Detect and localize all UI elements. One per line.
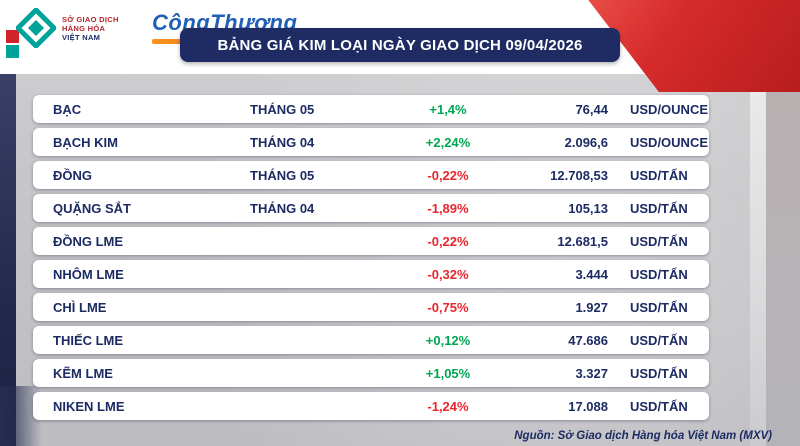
metal-name: ĐỒNG [53,167,92,183]
table-row: THIẾC LME +0,12% 47.686 USD/TẤN [33,326,709,354]
table-row: NHÔM LME -0,32% 3.444 USD/TẤN [33,260,709,288]
mxv-line-1: SỞ GIAO DỊCH [62,14,119,24]
price-value: 12.681,5 [557,233,608,249]
price-unit: USD/TẤN [630,167,688,183]
table-row: ĐỒNG LME -0,22% 12.681,5 USD/TẤN [33,227,709,255]
change-percent: -0,32% [427,266,469,282]
price-unit: USD/TẤN [630,200,688,216]
price-unit: USD/TẤN [630,233,688,249]
table-row: ĐỒNG THÁNG 05 -0,22% 12.708,53 USD/TẤN [33,161,709,189]
contract-month: THÁNG 04 [250,200,315,216]
metal-name: BẠCH KIM [53,134,118,150]
change-percent: +1,05% [425,365,471,381]
metal-name: BẠC [53,101,82,117]
mxv-line-3: VIỆT NAM [62,32,101,42]
contract-month: THÁNG 04 [250,134,315,150]
background-right-strip [750,92,766,446]
change-percent: +0,12% [425,332,471,348]
table-row: CHÌ LME -0,75% 1.927 USD/TẤN [33,293,709,321]
table-row: BẠCH KIM THÁNG 04 +2,24% 2.096,6 USD/OUNCE [33,128,709,156]
price-table: BẠC THÁNG 05 +1,4% 76,44 USD/OUNCE BẠCH KIM TH… [33,95,709,425]
contract-month: THÁNG 05 [250,167,315,183]
price-value: 47.686 [568,332,608,348]
price-unit: USD/OUNCE [630,101,709,117]
price-unit: USD/TẤN [630,365,688,381]
table-row: NIKEN LME -1,24% 17.088 USD/TẤN [33,392,709,420]
mxv-logo-text: SỞ GIAO DỊCH HÀNG HÓA VIỆT NAM [62,15,119,42]
price-unit: USD/OUNCE [630,134,709,150]
table-row: QUẶNG SẮT THÁNG 04 -1,89% 105,13 USD/TẤN [33,194,709,222]
price-unit: USD/TẤN [630,398,688,414]
change-percent: +1,4% [429,101,467,117]
metal-name: NHÔM LME [53,266,124,282]
price-value: 3.444 [575,266,608,282]
teal-accent-square [6,45,19,58]
board-title: BẢNG GIÁ KIM LOẠI NGÀY GIAO DỊCH 09/04/2… [180,28,620,62]
table-row: BẠC THÁNG 05 +1,4% 76,44 USD/OUNCE [33,95,709,123]
change-percent: -0,75% [427,299,469,315]
metal-name: CHÌ LME [53,299,107,315]
mxv-line-2: HÀNG HÓA [62,23,106,33]
red-accent-square [6,30,19,43]
metal-name: NIKEN LME [53,398,125,414]
source-note: Nguồn: Sở Giao dịch Hàng hóa Việt Nam (M… [514,430,772,442]
price-unit: USD/TẤN [630,332,688,348]
change-percent: -1,24% [427,398,469,414]
price-unit: USD/TẤN [630,266,688,282]
mxv-logo: SỞ GIAO DỊCH HÀNG HÓA VIỆT NAM [16,8,119,48]
price-unit: USD/TẤN [630,299,688,315]
metal-name: QUẶNG SẮT [53,200,131,216]
price-value: 12.708,53 [550,167,608,183]
price-value: 3.327 [575,365,608,381]
change-percent: -1,89% [427,200,469,216]
contract-month: THÁNG 05 [250,101,315,117]
board-title-text: BẢNG GIÁ KIM LOẠI NGÀY GIAO DỊCH 09/04/2… [217,36,583,54]
metal-name: THIẾC LME [53,332,124,348]
metal-name: ĐỒNG LME [53,233,124,249]
price-value: 2.096,6 [564,134,608,150]
background-right-shade [766,92,800,446]
table-row: KẼM LME +1,05% 3.327 USD/TẤN [33,359,709,387]
price-value: 105,13 [568,200,608,216]
background-left-strip [0,70,16,446]
price-value: 1.927 [575,299,608,315]
metal-name: KẼM LME [53,365,113,381]
change-percent: +2,24% [425,134,471,150]
mxv-logo-icon [16,8,56,48]
price-value: 76,44 [575,101,608,117]
change-percent: -0,22% [427,233,469,249]
change-percent: -0,22% [427,167,469,183]
price-value: 17.088 [568,398,608,414]
